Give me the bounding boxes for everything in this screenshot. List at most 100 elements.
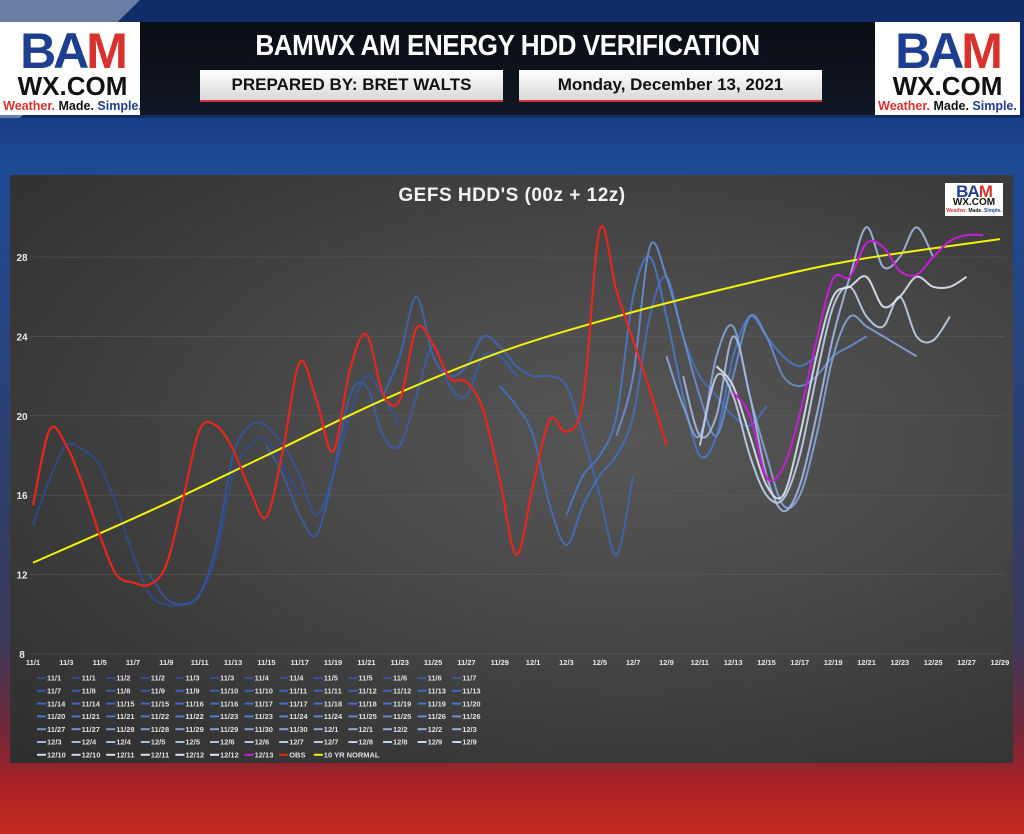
legend-label: 12/10 (47, 751, 66, 760)
x-tick-label: 12/25 (924, 658, 943, 667)
legend-label: 11/13 (428, 687, 446, 696)
x-tick-label: 12/5 (592, 658, 607, 667)
x-tick-label: 11/27 (457, 658, 475, 667)
legend-label: 11/4 (289, 674, 304, 683)
legend-label: 12/8 (358, 738, 373, 747)
legend-label: 11/26 (462, 712, 480, 721)
legend-label: 11/7 (462, 674, 476, 683)
legend-label: 11/14 (82, 699, 101, 708)
x-tick-label: 11/11 (191, 658, 209, 667)
legend-label: 11/22 (185, 712, 203, 721)
legend-label: 11/3 (185, 674, 199, 683)
legend-label: 11/22 (151, 712, 169, 721)
legend-label: 11/15 (116, 699, 134, 708)
legend-label: 12/3 (47, 738, 62, 747)
legend-label: 11/8 (82, 687, 96, 696)
x-tick-label: 12/7 (626, 658, 641, 667)
legend-label: 11/2 (116, 674, 130, 683)
legend-label: 11/21 (116, 712, 134, 721)
legend-label: 11/23 (255, 712, 273, 721)
legend-label: 11/10 (255, 687, 273, 696)
y-tick-label: 28 (16, 253, 28, 264)
ensemble-line-12-10 (682, 226, 935, 513)
obs-line (31, 224, 668, 587)
legend-label: 11/19 (393, 699, 411, 708)
x-tick-label: 12/29 (990, 658, 1009, 667)
logo-text: Weather. (3, 99, 56, 113)
y-tick-label: 16 (16, 491, 28, 502)
ensemble-line-12-11 (698, 285, 951, 504)
logo-text: Made. (930, 99, 973, 113)
x-tick-label: 12/19 (824, 658, 843, 667)
x-tick-label: 12/1 (526, 658, 541, 667)
x-tick-label: 11/21 (357, 658, 375, 667)
logo-text: M (86, 23, 128, 79)
x-tick-label: 12/11 (691, 658, 709, 667)
legend-label: 11/20 (47, 712, 65, 721)
y-tick-label: 12 (16, 571, 28, 582)
legend-label: 12/12 (220, 751, 239, 760)
ensemble-line-11-22 (382, 295, 635, 556)
legend-label: 11/29 (220, 725, 238, 734)
legend-label: OBS (289, 751, 305, 760)
legend-label: 11/24 (289, 712, 308, 721)
legend-label: 11/28 (116, 725, 134, 734)
logo-text: WX.COM (17, 71, 128, 101)
logo-text: Weather. (946, 208, 967, 214)
latest-run-line (732, 233, 984, 482)
legend-label: 12/10 (82, 751, 101, 760)
logo-text: Weather. (878, 99, 931, 113)
ensemble-line-11-15 (265, 345, 518, 538)
legend-label: 11/16 (220, 699, 238, 708)
x-tick-label: 12/23 (890, 658, 909, 667)
ensemble-line-11-29 (498, 275, 768, 546)
legend-label: 12/11 (151, 751, 169, 760)
legend-label: 11/6 (428, 674, 442, 683)
y-tick-label: 24 (16, 332, 28, 343)
legend-label: 11/30 (255, 725, 273, 734)
legend-label: 11/5 (324, 674, 338, 683)
legend-label: 11/8 (116, 687, 130, 696)
legend-label: 12/9 (462, 738, 477, 747)
legend-label: 11/27 (82, 725, 100, 734)
x-tick-label: 11/15 (257, 658, 275, 667)
legend-label: 11/1 (47, 674, 61, 683)
x-tick-label: 11/13 (224, 658, 242, 667)
legend-label: 11/17 (255, 699, 273, 708)
legend-label: 12/7 (324, 738, 339, 747)
normal-line (32, 238, 1001, 564)
legend-label: 11/12 (358, 687, 376, 696)
legend-label: 11/2 (151, 674, 165, 683)
legend-label: 11/29 (185, 725, 203, 734)
legend-label: 12/6 (255, 738, 270, 747)
logo-text: Simple. (972, 99, 1017, 113)
legend-label: 11/9 (151, 687, 165, 696)
x-tick-label: 12/15 (757, 658, 776, 667)
legend-label: 12/3 (462, 725, 477, 734)
legend-label: 12/4 (116, 738, 131, 747)
x-tick-label: 11/3 (59, 658, 73, 667)
x-tick-label: 12/17 (790, 658, 809, 667)
legend-label: 12/12 (185, 751, 204, 760)
legend-label: 11/27 (47, 725, 65, 734)
y-tick-label: 20 (16, 412, 28, 423)
legend-label: 11/25 (358, 712, 376, 721)
legend-label: 12/8 (393, 738, 408, 747)
x-tick-label: 11/9 (159, 658, 173, 667)
x-tick-label: 12/9 (659, 658, 674, 667)
legend-label: 11/10 (220, 687, 238, 696)
legend-label: 12/7 (289, 738, 304, 747)
legend-label: 12/2 (393, 725, 408, 734)
legend-label: 11/6 (393, 674, 407, 683)
logo-text: Simple. (983, 208, 1002, 214)
legend-label: 10 YR NORMAL (324, 751, 380, 760)
x-tick-label: 12/13 (724, 658, 743, 667)
legend-label: 12/13 (255, 751, 274, 760)
ensemble-line-11-1 (32, 437, 301, 607)
ensemble-line-12-12 (715, 275, 968, 500)
legend-label: 12/5 (151, 738, 166, 747)
x-tick-label: 11/17 (291, 658, 309, 667)
ensemble-line-11-8 (148, 374, 401, 606)
legend-label: 12/4 (82, 738, 97, 747)
legend-label: 11/23 (220, 712, 238, 721)
